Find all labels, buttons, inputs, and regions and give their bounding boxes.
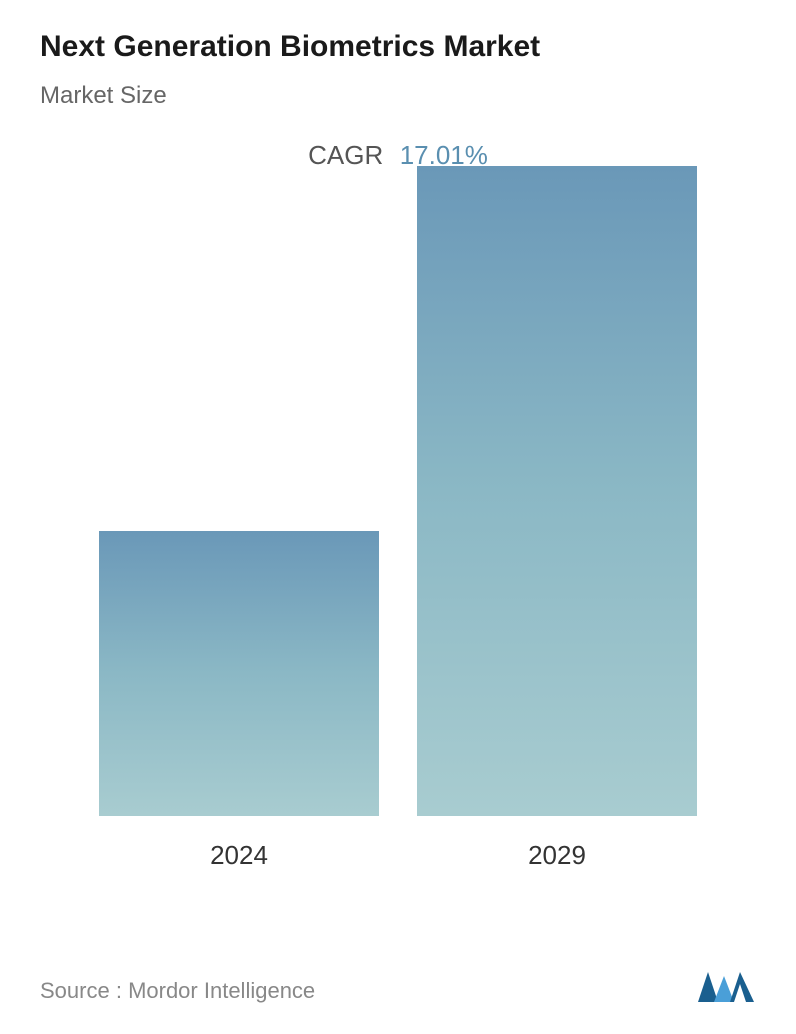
source-name: Mordor Intelligence bbox=[128, 978, 315, 1003]
source-text: Source : Mordor Intelligence bbox=[40, 978, 315, 1004]
logo-icon bbox=[696, 964, 756, 1004]
page-title: Next Generation Biometrics Market bbox=[40, 30, 756, 64]
cagr-label: CAGR bbox=[308, 140, 383, 170]
bar-0 bbox=[99, 531, 379, 816]
source-label: Source : bbox=[40, 978, 122, 1003]
footer: Source : Mordor Intelligence bbox=[40, 964, 756, 1004]
bar-1 bbox=[417, 166, 697, 816]
bar-label-0: 2024 bbox=[210, 840, 268, 871]
bar-group-0: 2024 bbox=[99, 531, 379, 871]
bar-label-1: 2029 bbox=[528, 840, 586, 871]
bar-group-1: 2029 bbox=[417, 166, 697, 871]
bar-chart: 2024 2029 bbox=[40, 211, 756, 871]
page-subtitle: Market Size bbox=[40, 82, 756, 110]
